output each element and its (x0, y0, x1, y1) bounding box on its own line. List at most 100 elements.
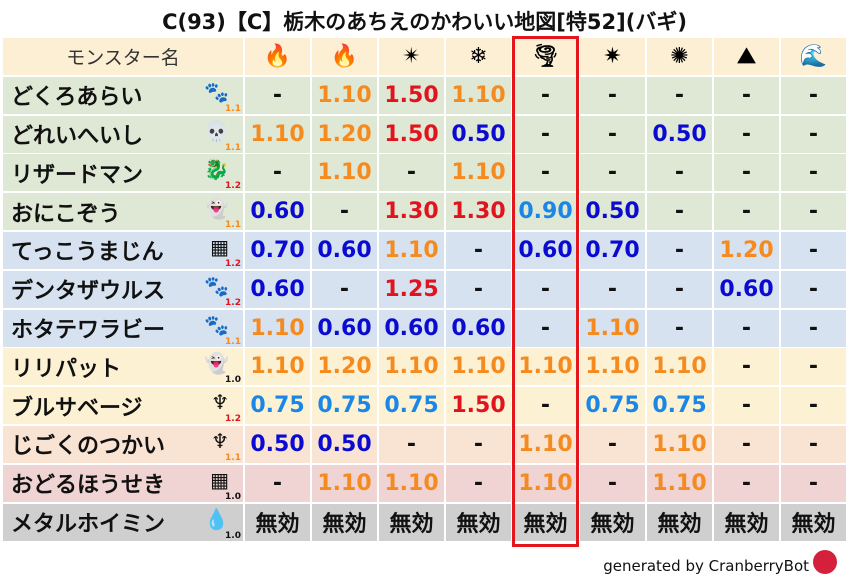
resistance-value: - (781, 464, 846, 502)
resistance-value: - (446, 270, 511, 308)
page-title: C(93)【C】栃木のあちえのかわいい地図[特52](バギ) (162, 10, 687, 34)
resistance-value: 0.75 (647, 387, 712, 425)
resistance-value: - (781, 115, 846, 153)
resistance-value: 1.25 (379, 270, 444, 308)
resistance-value: - (513, 309, 578, 347)
header-element: ✷ (580, 38, 645, 75)
multiplier: 1.1 (225, 452, 241, 463)
monster-name: ホタテワラビー 🐾 1.1 (3, 309, 243, 347)
ghost-icon: 👻 (204, 196, 229, 221)
resistance-value: - (781, 270, 846, 308)
resistance-value: - (245, 76, 310, 114)
darkness-icon: ✺ (670, 44, 689, 69)
monster-name-label: どれいへいし (11, 124, 144, 150)
resistance-value: - (513, 154, 578, 192)
resistance-value: - (781, 425, 846, 463)
resistance-value: 無効 (580, 503, 645, 541)
resistance-value: 1.10 (379, 231, 444, 269)
resistance-value: 0.50 (580, 193, 645, 231)
monster-name: ブルサベージ ♆ 1.2 (3, 387, 243, 425)
multiplier: 1.1 (225, 336, 241, 347)
header-row: モンスター名 🔥 🔥 ✴ ❄ 🌪 ✷ ✺ ⛰ 🌊 (3, 38, 848, 75)
resistance-value: - (714, 464, 779, 502)
water-icon: 🌊 (799, 44, 828, 69)
multiplier: 1.2 (225, 258, 241, 269)
resistance-value: - (714, 154, 779, 192)
resistance-value: 1.10 (513, 348, 578, 386)
paw-icon: 🐾 (204, 312, 229, 337)
resistance-value: - (781, 231, 846, 269)
header-element: 🌊 (781, 38, 846, 75)
table-row: どれいへいし 💀 1.1 1.10 1.20 1.50 0.50- -0.50- - (3, 115, 848, 153)
resistance-value: - (781, 387, 846, 425)
resistance-value: 1.10 (647, 348, 712, 386)
footer-credit: generated by CranberryBot (603, 557, 809, 575)
monster-name: おどるほうせき ▦ 1.0 (3, 464, 243, 502)
resistance-value: 0.70 (580, 231, 645, 269)
resistance-value: - (379, 154, 444, 192)
resistance-value: 1.10 (446, 76, 511, 114)
table-row: デンタザウルス 🐾 1.2 0.60-1.25- - - -0.60- (3, 270, 848, 308)
header-element: ⛰ (714, 38, 779, 75)
multiplier: 1.2 (225, 181, 241, 192)
resistance-value: - (714, 309, 779, 347)
resistance-value: 1.10 (312, 154, 377, 192)
resistance-table: モンスター名 🔥 🔥 ✴ ❄ 🌪 ✷ ✺ ⛰ 🌊 どくろあらい 🐾 1.1-1.10 1.50 1.10- -… (3, 38, 848, 542)
resistance-value: - (513, 76, 578, 114)
brick-icon: ▦ (210, 234, 229, 259)
resistance-value: 1.10 (245, 309, 310, 347)
resistance-value: - (245, 464, 310, 502)
resistance-value: 1.30 (379, 193, 444, 231)
multiplier: 1.1 (225, 142, 241, 153)
resistance-value: - (781, 193, 846, 231)
monster-name: リリパット 👻 1.0 (3, 348, 243, 386)
cranberry-icon (813, 550, 837, 574)
header-element: 🔥 (245, 38, 310, 75)
lightning-icon: ✷ (603, 44, 622, 69)
resistance-value: - (446, 231, 511, 269)
resistance-value: 1.10 (245, 115, 310, 153)
header-element: 🌪 (513, 38, 578, 75)
trident-icon: ♆ (211, 390, 229, 415)
multiplier: 1.2 (225, 297, 241, 308)
resistance-value: - (647, 76, 712, 114)
resistance-value: - (714, 76, 779, 114)
resistance-value: 無効 (647, 503, 712, 541)
resistance-value: 無効 (714, 503, 779, 541)
monster-name-label: じごくのつかい (11, 434, 166, 460)
table-row: てっこうまじん ▦ 1.2 0.70 0.60 1.10-0.60 0.70-1.20- (3, 231, 848, 269)
resistance-value: - (513, 387, 578, 425)
monster-name-label: どくろあらい (11, 85, 143, 111)
highlight-column-box (512, 36, 579, 547)
resistance-value: - (647, 309, 712, 347)
resistance-value: - (580, 270, 645, 308)
resistance-value: 0.50 (647, 115, 712, 153)
monster-name-label: メタルホイミン (11, 512, 166, 538)
paw-icon: 🐾 (204, 273, 229, 298)
resistance-value: 1.10 (312, 464, 377, 502)
resistance-value: 1.20 (714, 231, 779, 269)
table-row: リリパット 👻 1.0 1.10 1.20 1.10 1.10 1.10 1.10 1.10- - (3, 348, 848, 386)
resistance-value: 0.50 (312, 425, 377, 463)
resistance-value: 0.75 (580, 387, 645, 425)
resistance-value: 0.75 (245, 387, 310, 425)
resistance-value: 0.60 (312, 309, 377, 347)
resistance-value: - (513, 115, 578, 153)
resistance-value: - (647, 193, 712, 231)
resistance-value: - (781, 348, 846, 386)
resistance-value: - (580, 115, 645, 153)
skull-icon: 💀 (204, 118, 229, 143)
resistance-value: - (714, 348, 779, 386)
resistance-value: - (714, 193, 779, 231)
resistance-value: 0.50 (446, 115, 511, 153)
fire-icon: 🔥 (263, 44, 292, 69)
header-element: ❄ (446, 38, 511, 75)
table-row: どくろあらい 🐾 1.1-1.10 1.50 1.10- - - - - (3, 76, 848, 114)
resistance-value: 0.75 (312, 387, 377, 425)
resistance-value: 0.60 (513, 231, 578, 269)
resistance-value: - (245, 154, 310, 192)
resistance-value: - (580, 154, 645, 192)
table-row: じごくのつかい ♆ 1.1 0.50 0.50- -1.10-1.10- - (3, 425, 848, 463)
monster-name: デンタザウルス 🐾 1.2 (3, 270, 243, 308)
resistance-value: - (714, 387, 779, 425)
